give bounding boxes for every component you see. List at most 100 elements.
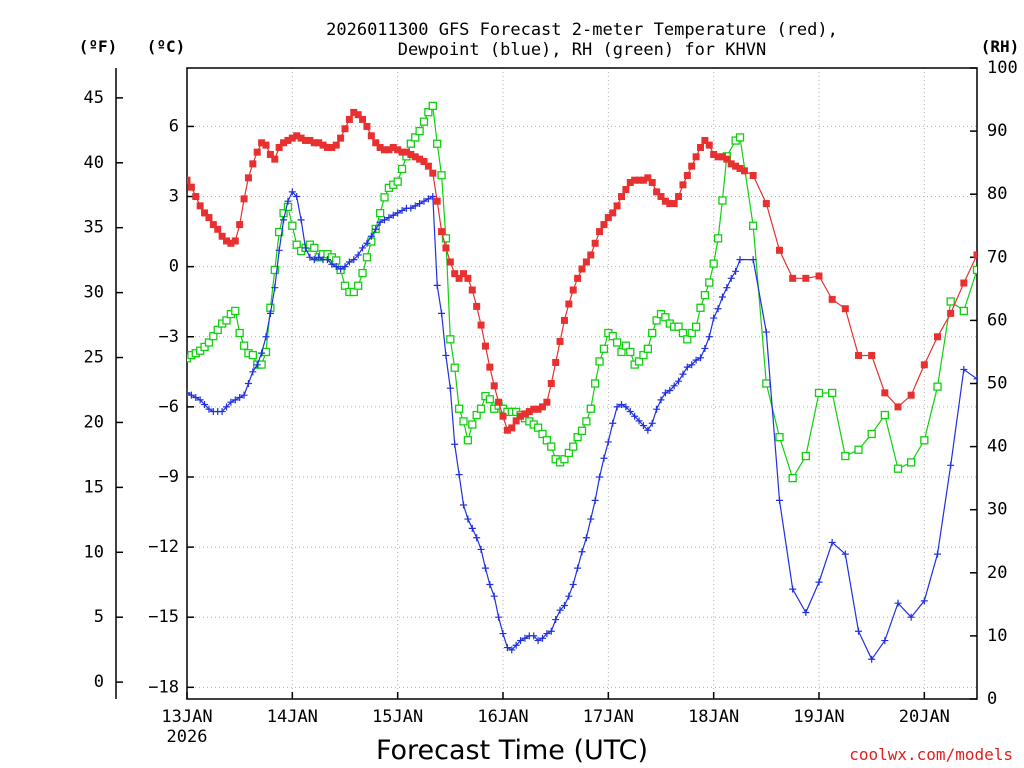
dewpoint-point (907, 613, 915, 621)
rh-point (933, 382, 942, 391)
2-meter-temperature-point (227, 239, 235, 247)
fahrenheit-tick-label: 40 (84, 153, 104, 173)
2-meter-temperature-point (402, 148, 410, 156)
dewpoint-point (508, 646, 516, 654)
dewpoint-point (464, 515, 472, 523)
2-meter-temperature-point (372, 139, 380, 147)
rh-tick-label: 100 (987, 58, 1018, 78)
rh-point (648, 328, 657, 338)
rh-point (288, 221, 297, 230)
2-meter-temperature-point (293, 132, 301, 140)
dewpoint-point (288, 188, 296, 196)
dewpoint-point (675, 377, 683, 385)
dewpoint-point (376, 218, 384, 226)
dewpoint-point (552, 616, 560, 624)
rh-point (595, 357, 604, 366)
dewpoint-point (618, 401, 625, 409)
2-meter-temperature-point (363, 122, 371, 130)
rh-point (639, 350, 648, 360)
2-meter-temperature-point (398, 148, 406, 156)
chart-title-line2: Dewpoint (blue), RH (green) for KHVN (398, 40, 766, 60)
dewpoint-point (486, 580, 494, 588)
2-meter-temperature-point (306, 136, 314, 144)
2-meter-temperature-point (552, 358, 560, 366)
2-meter-temperature-point (473, 302, 481, 310)
2-meter-temperature-point (354, 111, 362, 119)
2-meter-temperature-point (376, 143, 384, 151)
2-meter-temperature-point (302, 136, 309, 144)
rh-point (907, 458, 916, 467)
celsius-tick-label: −3 (159, 327, 179, 347)
dewpoint-point (244, 380, 252, 387)
2-meter-temperature-point (460, 270, 467, 278)
dewpoint-point (192, 394, 200, 402)
rh-point (354, 281, 363, 290)
dewpoint-point (539, 634, 546, 642)
dewpoint-series (187, 188, 977, 663)
dewpoint-point (381, 216, 388, 224)
2-meter-temperature-point (543, 398, 551, 406)
rh-tick-label: 80 (987, 184, 1007, 204)
2-meter-temperature-point (394, 146, 402, 154)
2-meter-temperature-point (258, 139, 266, 147)
rh-point (775, 432, 784, 442)
2-meter-temperature-series (187, 108, 977, 434)
2-meter-temperature-point (442, 244, 450, 252)
dewpoint-point (223, 403, 230, 411)
dewpoint-point (332, 263, 340, 271)
2-meter-temperature-point (683, 172, 691, 180)
2-meter-temperature-point (319, 141, 327, 149)
dewpoint-point (639, 422, 647, 430)
2-meter-temperature-point (328, 143, 336, 151)
dewpoint-point (218, 408, 226, 416)
rh-point (547, 442, 556, 451)
rh-point (661, 313, 670, 322)
dewpoint-point (762, 328, 770, 336)
x-tick-label: 19JAN (793, 707, 844, 727)
rh-point (713, 234, 723, 243)
dewpoint-point (429, 193, 437, 201)
axes: 630−3−6−9−12−15−184540353025201510501009… (84, 58, 1018, 747)
rh-point (718, 196, 727, 205)
2-meter-temperature-point (284, 136, 292, 144)
2-meter-temperature-point (187, 183, 195, 191)
2-meter-temperature-point (468, 286, 476, 294)
2-meter-temperature-point (582, 258, 590, 266)
2-meter-temperature-point (547, 380, 555, 387)
dewpoint-point (789, 585, 797, 593)
dewpoint-point (490, 592, 498, 600)
dewpoint-point (442, 351, 450, 359)
2-meter-temperature-point (596, 228, 604, 236)
2-meter-temperature-point (622, 186, 630, 194)
2-meter-temperature-point (762, 200, 770, 208)
dewpoint-point (683, 363, 691, 371)
2-meter-temperature-point (231, 237, 239, 245)
2-meter-temperature-point (481, 342, 489, 350)
dewpoint-point (547, 627, 555, 635)
rh-point (433, 139, 442, 148)
dewpoint-point (960, 365, 968, 373)
dewpoint-point (517, 637, 525, 645)
rh-point (569, 442, 578, 451)
2-meter-temperature-point (341, 125, 349, 133)
2-meter-temperature-point (236, 221, 244, 229)
2-meter-temperature-point (424, 162, 432, 170)
2-meter-temperature-point (701, 136, 709, 144)
2-meter-temperature-point (420, 157, 428, 165)
fahrenheit-tick-label: 0 (94, 672, 104, 692)
dewpoint-point (236, 394, 244, 402)
2-meter-temperature-point (433, 197, 441, 205)
dewpoint-point (714, 305, 722, 313)
dewpoint-point (591, 496, 599, 504)
rh-point (248, 350, 257, 360)
rh-point (608, 332, 617, 341)
fahrenheit-tick-label: 45 (84, 88, 104, 108)
rh-point (538, 429, 547, 439)
rh-point (454, 404, 464, 413)
dewpoint-point (776, 496, 783, 504)
2-meter-temperature-point (525, 408, 533, 416)
dewpoint-point (596, 473, 604, 481)
rh-point (437, 171, 446, 180)
dewpoint-point (284, 197, 292, 205)
rh-point (841, 451, 850, 461)
